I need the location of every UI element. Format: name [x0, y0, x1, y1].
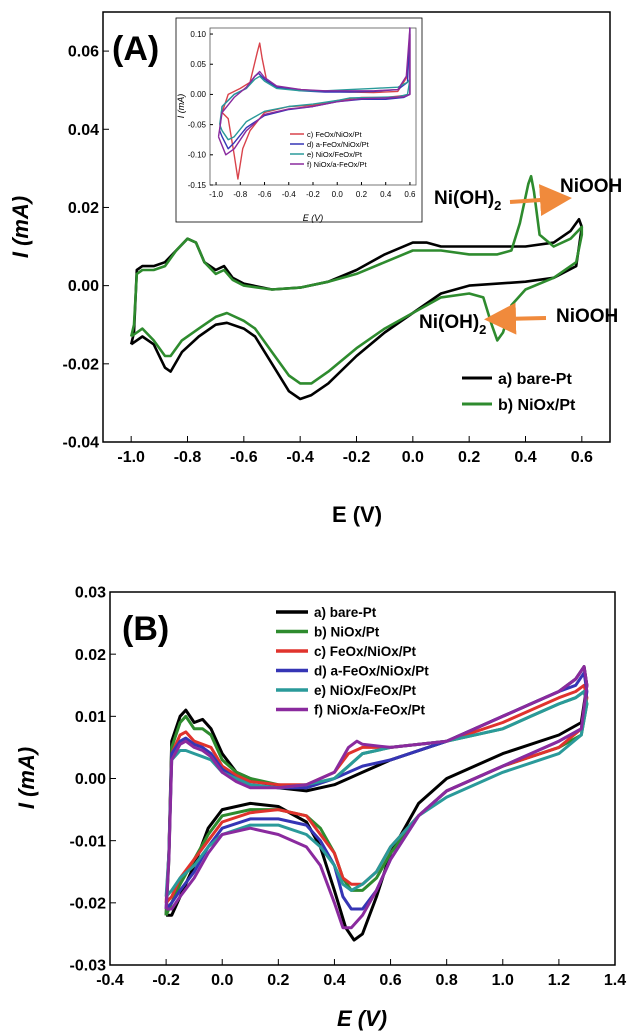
panel-a-label: (A): [112, 30, 159, 68]
inset-ylabel: I (mA): [176, 94, 186, 119]
i-ytick-label: 0.05: [190, 60, 206, 69]
a-xtick-label: 0.4: [514, 449, 536, 466]
i-ytick-label: -0.05: [188, 120, 207, 129]
panel-a: -0.04-0.020.000.020.040.06 -1.0 -0.8 -0.6-…: [8, 11, 622, 527]
a-xtick-label: -0.8: [174, 449, 202, 466]
b-ytick-label: 0.00: [75, 771, 106, 788]
b-ytick-label: -0.01: [70, 833, 107, 850]
legend-label-e-niox-feox-pt: e) NiOx/FeOx/Pt: [314, 683, 417, 698]
inset-legend-label-e-niox-feox-pt: e) NiOx/FeOx/Pt: [307, 150, 363, 159]
b-xtick-label: 1.0: [492, 972, 514, 989]
a-ytick-label: -0.04: [63, 435, 100, 452]
b-ytick-label: 0.03: [75, 585, 106, 602]
annotation-ni-oh2-top: Ni(OH)2: [434, 188, 501, 213]
i-ytick-label: 0.00: [190, 90, 206, 99]
i-xtick-label: -0.2: [306, 190, 320, 199]
panel-a-ylabel: I (mA): [8, 196, 33, 258]
panel-b-label: (B): [122, 610, 169, 648]
inset-background: [175, 17, 423, 223]
inset-legend-label-f-niox-a-feox-pt: f) NiOx/a-FeOx/Pt: [307, 160, 368, 169]
panel-b-series: [164, 665, 589, 942]
panel-a-legend: a) bare-Pt b) NiOx/Pt: [462, 371, 576, 414]
b-xtick-label: -0.4: [96, 972, 124, 989]
a-xtick-label: -0.6: [230, 449, 258, 466]
annotation-anodic: Ni(OH)2 NiOOH: [434, 176, 622, 217]
arrow-reduction: [484, 302, 547, 335]
legend-label-niox-pt: b) NiOx/Pt: [498, 397, 576, 414]
b-xtick-label: 0.4: [323, 972, 345, 989]
b-xtick-label: 0.6: [379, 972, 401, 989]
a-ytick-label: 0.02: [68, 200, 99, 217]
annotation-niooh-top: NiOOH: [560, 176, 622, 197]
i-xtick-label: 0.6: [404, 190, 416, 199]
b-xtick-label: 0.0: [211, 972, 233, 989]
a-ytick-label: 0.00: [68, 278, 99, 295]
inset-series: [217, 27, 411, 180]
panel-b-legend: a) bare-Pt b) NiOx/Pt c) FeOx/NiOx/Pt d) a-…: [276, 605, 429, 718]
panel-b: -0.03 -0.02 -0.01 0.00 0.01 0.02 0.03 -0.4 -0.2…: [14, 585, 626, 1031]
series-line-f-niox-a-feox-pt: [217, 27, 411, 156]
a-xtick-label: 0.6: [571, 449, 593, 466]
panel-b-ylabel: I (mA): [14, 747, 39, 809]
i-xtick-label: -1.0: [209, 190, 223, 199]
arrow-oxidation: [509, 184, 572, 217]
b-ytick-label: -0.02: [70, 895, 107, 912]
i-ytick-label: 0.10: [190, 30, 206, 39]
a-xtick-label: -0.2: [343, 449, 371, 466]
i-xtick-label: 0.2: [356, 190, 368, 199]
annotation-niooh-bottom: NiOOH: [556, 306, 618, 327]
b-xtick-label: 1.2: [548, 972, 570, 989]
a-xtick-label: 0.2: [458, 449, 480, 466]
inset-legend-label-d-a-feox-niox-pt: d) a-FeOx/NiOx/Pt: [307, 140, 370, 149]
b-xtick-label: -0.2: [152, 972, 180, 989]
series-line-c-feox-niox-pt: [164, 683, 589, 904]
b-ytick-label: -0.03: [70, 958, 107, 975]
legend-label-d-a-feox-niox-pt: d) a-FeOx/NiOx/Pt: [314, 664, 429, 679]
series-line-e-niox-feox-pt: [219, 75, 411, 141]
series-line-e-niox-feox-pt: [164, 690, 589, 898]
annotation-ni-oh2-bottom: Ni(OH)2: [419, 312, 486, 337]
i-xtick-label: -0.6: [258, 190, 272, 199]
legend-label-bare-pt: a) bare-Pt: [498, 371, 572, 388]
a-xtick-label: -1.0: [117, 449, 145, 466]
i-xtick-label: 0.0: [332, 190, 344, 199]
panel-a-series: [129, 174, 584, 401]
legend-label-c-feox-niox-pt: c) FeOx/NiOx/Pt: [314, 644, 417, 659]
a-xtick-label: 0.0: [402, 449, 424, 466]
i-ytick-label: -0.15: [188, 181, 207, 190]
i-xtick-label: -0.4: [282, 190, 296, 199]
panel-a-xlabel: E (V): [332, 502, 382, 527]
b-xtick-label: 1.4: [604, 972, 626, 989]
b-ytick-label: 0.02: [75, 647, 106, 664]
i-xtick-label: -0.8: [233, 190, 247, 199]
series-line-b-niox-pt: [164, 690, 589, 916]
a-ytick-label: -0.02: [63, 356, 100, 373]
inset-xlabel: E (V): [303, 213, 324, 223]
panel-b-xlabel: E (V): [337, 1006, 387, 1031]
a-ytick-label: 0.04: [68, 122, 99, 139]
legend-label-a-bare-pt: a) bare-Pt: [314, 605, 377, 620]
b-ytick-label: 0.01: [75, 709, 106, 726]
b-xtick-label: 0.2: [267, 972, 289, 989]
a-xtick-label: -0.4: [286, 449, 314, 466]
i-ytick-label: -0.10: [188, 151, 207, 160]
series-line-b-niox-pt: [129, 174, 584, 385]
panel-a-inset: -0.15 -0.10 -0.05 0.00 0.05 0.10 -1.0 -0.8 -0.6…: [175, 17, 423, 223]
series-line-f-niox-a-feox-pt: [164, 665, 589, 930]
a-ytick-label: 0.06: [68, 44, 99, 61]
annotation-cathodic: Ni(OH)2 NiOOH: [419, 302, 618, 337]
legend-label-b-niox-pt: b) NiOx/Pt: [314, 625, 380, 640]
inset-legend-label-c-feox-niox-pt: c) FeOx/NiOx/Pt: [307, 130, 363, 139]
inset-legend: c) FeOx/NiOx/Ptd) a-FeOx/NiOx/Pte) NiOx/…: [290, 130, 370, 169]
i-xtick-label: 0.4: [380, 190, 392, 199]
legend-label-f-niox-a-feox-pt: f) NiOx/a-FeOx/Pt: [314, 703, 426, 718]
b-xtick-label: 0.8: [436, 972, 458, 989]
